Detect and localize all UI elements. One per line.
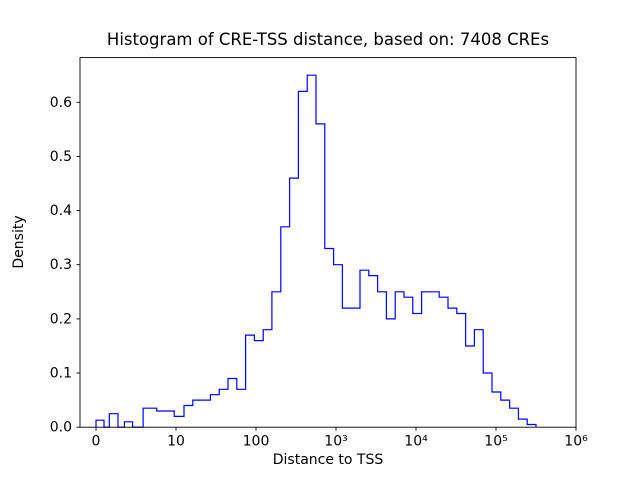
y-tick-label: 0.0 xyxy=(50,420,72,436)
axis-ticks: 0 10 100 10³ 10⁴ 10⁵ 10⁶ 0.0 0.1 0.2 0.3 0.4 0.5 0.6 xyxy=(50,95,588,450)
chart-title: Histogram of CRE-TSS distance, based on:… xyxy=(107,30,549,49)
y-axis-label: Density xyxy=(11,215,27,268)
histogram-line xyxy=(95,74,537,428)
x-tick-label: 100 xyxy=(243,434,270,450)
x-tick-label: 10⁴ xyxy=(404,434,428,450)
y-tick-label: 0.4 xyxy=(50,203,72,219)
plot-background xyxy=(80,57,576,428)
plot-border xyxy=(79,57,577,428)
y-tick-label: 0.1 xyxy=(50,366,72,382)
x-tick-label: 10⁶ xyxy=(564,434,588,450)
x-tick-label: 10⁵ xyxy=(484,434,507,450)
x-tick-label: 0 xyxy=(92,434,101,450)
y-tick-label: 0.5 xyxy=(50,149,72,165)
y-tick-label: 0.6 xyxy=(50,95,72,111)
x-tick-label: 10³ xyxy=(324,434,347,450)
x-tick-label: 10 xyxy=(167,434,185,450)
x-axis-label: Distance to TSS xyxy=(273,452,384,468)
y-tick-label: 0.2 xyxy=(50,311,72,327)
y-tick-label: 0.3 xyxy=(50,257,72,273)
